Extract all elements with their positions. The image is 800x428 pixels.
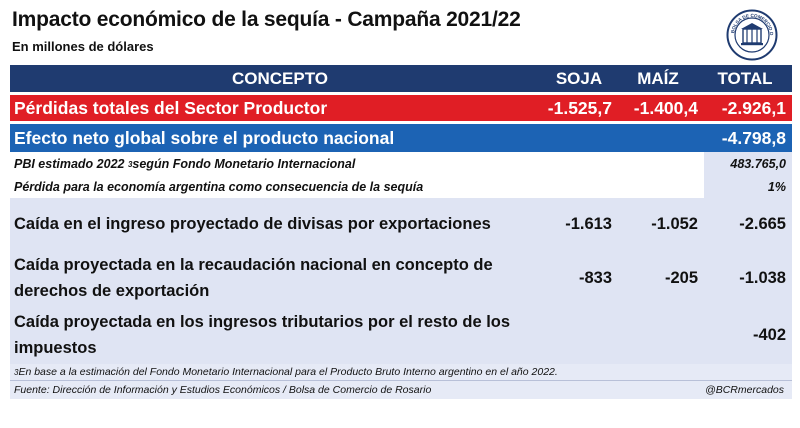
soja-value: -1.613 xyxy=(565,214,612,233)
maiz-value: -1.400,4 xyxy=(633,97,698,118)
pbi-label: PBI estimado 2022 xyxy=(14,157,125,171)
total-value: -402 xyxy=(752,325,786,344)
total-value: -1.038 xyxy=(739,268,786,287)
page-subtitle: En millones de dólares xyxy=(12,39,154,54)
bcr-seal-icon: BOLSA DE COMERCIO DE ROSARIO xyxy=(726,9,778,61)
col-soja: SOJA xyxy=(555,68,603,88)
row-caida-divisas: Caída en el ingreso proyectado de divisa… xyxy=(10,198,792,250)
pbi-label-rest: según Fondo Monetario Internacional xyxy=(132,157,356,171)
col-total: TOTAL xyxy=(717,68,773,88)
table-header-row: CONCEPTO SOJA MAÍZ TOTAL xyxy=(10,65,792,92)
twitter-handle: @BCRmercados xyxy=(705,384,784,396)
row-label: Caída proyectada en los ingresos tributa… xyxy=(14,313,511,357)
row-label: Efecto neto global sobre el producto nac… xyxy=(14,127,395,148)
total-value: 483.765,0 xyxy=(704,152,792,176)
col-concepto: CONCEPTO xyxy=(231,68,329,88)
pbi-footnote-ref: 3 xyxy=(127,159,133,169)
row-efecto-neto: Efecto neto global sobre el producto nac… xyxy=(10,124,792,152)
total-value: 1% xyxy=(704,176,792,198)
row-label: Caída en el ingreso proyectado de divisa… xyxy=(14,215,491,233)
maiz-value: -205 xyxy=(664,268,698,287)
soja-value: -833 xyxy=(578,268,612,287)
col-maiz: MAÍZ xyxy=(637,68,679,88)
row-caida-tributarios: Caída proyectada en los ingresos tributa… xyxy=(10,306,792,364)
total-value: -2.665 xyxy=(739,214,786,233)
row-label: Pérdida para la economía argentina como … xyxy=(10,176,546,198)
row-pbi-estimado: PBI estimado 2022 3 según Fondo Monetari… xyxy=(10,152,792,176)
source-text: Fuente: Dirección de Información y Estud… xyxy=(14,384,432,396)
row-label: Caída proyectada en la recaudación nacio… xyxy=(14,256,493,300)
footnote-number: 3 xyxy=(14,367,19,377)
total-value: -2.926,1 xyxy=(721,97,786,118)
total-value: -4.798,8 xyxy=(721,127,786,148)
page-title: Impacto económico de la sequía - Campaña… xyxy=(12,8,521,31)
row-label: Pérdidas totales del Sector Productor xyxy=(14,97,328,118)
footnote: 3 En base a la estimación del Fondo Mone… xyxy=(10,364,792,381)
maiz-value: -1.052 xyxy=(651,214,698,233)
row-caida-derechos: Caída proyectada en la recaudación nacio… xyxy=(10,250,792,306)
footnote-text: En base a la estimación del Fondo Moneta… xyxy=(18,366,558,378)
source-line: Fuente: Dirección de Información y Estud… xyxy=(10,381,792,399)
impact-table: CONCEPTO SOJA MAÍZ TOTAL Pérdidas totale… xyxy=(10,65,792,399)
row-label: PBI estimado 2022 3 según Fondo Monetari… xyxy=(10,152,546,176)
row-perdidas-totales: Pérdidas totales del Sector Productor -1… xyxy=(10,95,792,121)
soja-value: -1.525,7 xyxy=(547,97,612,118)
row-perdida-economia: Pérdida para la economía argentina como … xyxy=(10,176,792,198)
